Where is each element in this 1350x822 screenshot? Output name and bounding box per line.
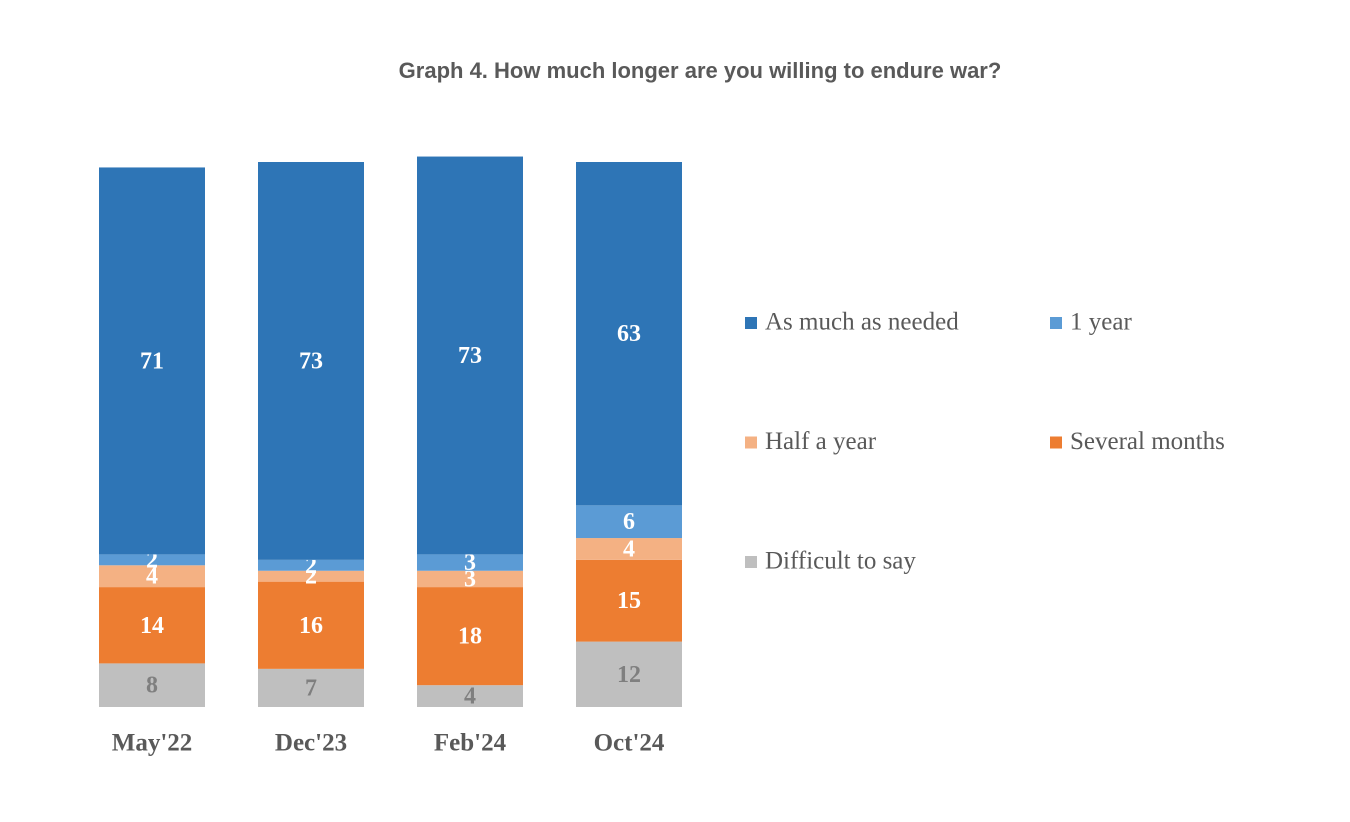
x-tick-label: Dec'23 xyxy=(275,730,347,757)
bar-segment xyxy=(99,587,205,664)
value-label: 7 xyxy=(305,675,317,701)
value-label: 73 xyxy=(299,348,323,374)
value-label: 12 xyxy=(617,662,641,688)
legend-swatch xyxy=(1050,436,1062,449)
legend-swatch xyxy=(745,317,757,329)
bar-segment xyxy=(258,668,364,707)
bar-segment xyxy=(417,570,523,588)
value-label: 4 xyxy=(146,564,158,590)
value-label: 6 xyxy=(623,509,635,535)
value-label: 18 xyxy=(458,624,482,650)
value-label: 4 xyxy=(464,684,476,710)
value-label: 14 xyxy=(140,613,164,639)
bar-segment xyxy=(99,663,205,707)
legend-swatch xyxy=(745,436,757,449)
legend-swatch xyxy=(745,556,757,568)
value-label: 71 xyxy=(140,348,164,374)
value-label: 3 xyxy=(464,566,476,592)
bar-segment xyxy=(417,554,523,571)
bar-segment xyxy=(576,162,682,506)
bar-segment xyxy=(99,565,205,588)
bar-segment xyxy=(576,505,682,539)
chart-title: Graph 4. How much longer are you willing… xyxy=(399,58,1002,83)
value-label: 16 xyxy=(299,613,323,639)
bar-segment xyxy=(576,559,682,642)
bar-segment xyxy=(576,641,682,707)
value-label: 4 xyxy=(623,536,635,562)
bar-segment xyxy=(258,559,364,571)
value-label: 73 xyxy=(458,343,482,369)
x-tick-label: Feb'24 xyxy=(434,730,507,757)
legend-label: Half a year xyxy=(765,428,877,455)
bar-segment xyxy=(576,538,682,560)
value-label: 63 xyxy=(617,321,641,347)
value-label: 15 xyxy=(617,588,641,614)
bar-segment xyxy=(417,685,523,707)
x-tick-label: May'22 xyxy=(112,730,193,757)
legend-label: Several months xyxy=(1070,428,1225,455)
bar-segment xyxy=(258,162,364,560)
value-label: 3 xyxy=(464,550,476,576)
x-tick-label: Oct'24 xyxy=(594,730,665,757)
legend-label: 1 year xyxy=(1070,309,1132,336)
legend-label: As much as needed xyxy=(765,309,959,336)
bar-segment xyxy=(417,587,523,686)
bar-segment xyxy=(258,570,364,582)
value-label: 8 xyxy=(146,673,158,699)
bar-segment xyxy=(417,156,523,555)
bar-segment xyxy=(258,581,364,669)
bar-segment xyxy=(99,554,205,566)
legend-swatch xyxy=(1050,317,1062,329)
legend-label: Difficult to say xyxy=(765,548,916,575)
bar-segment xyxy=(99,167,205,555)
